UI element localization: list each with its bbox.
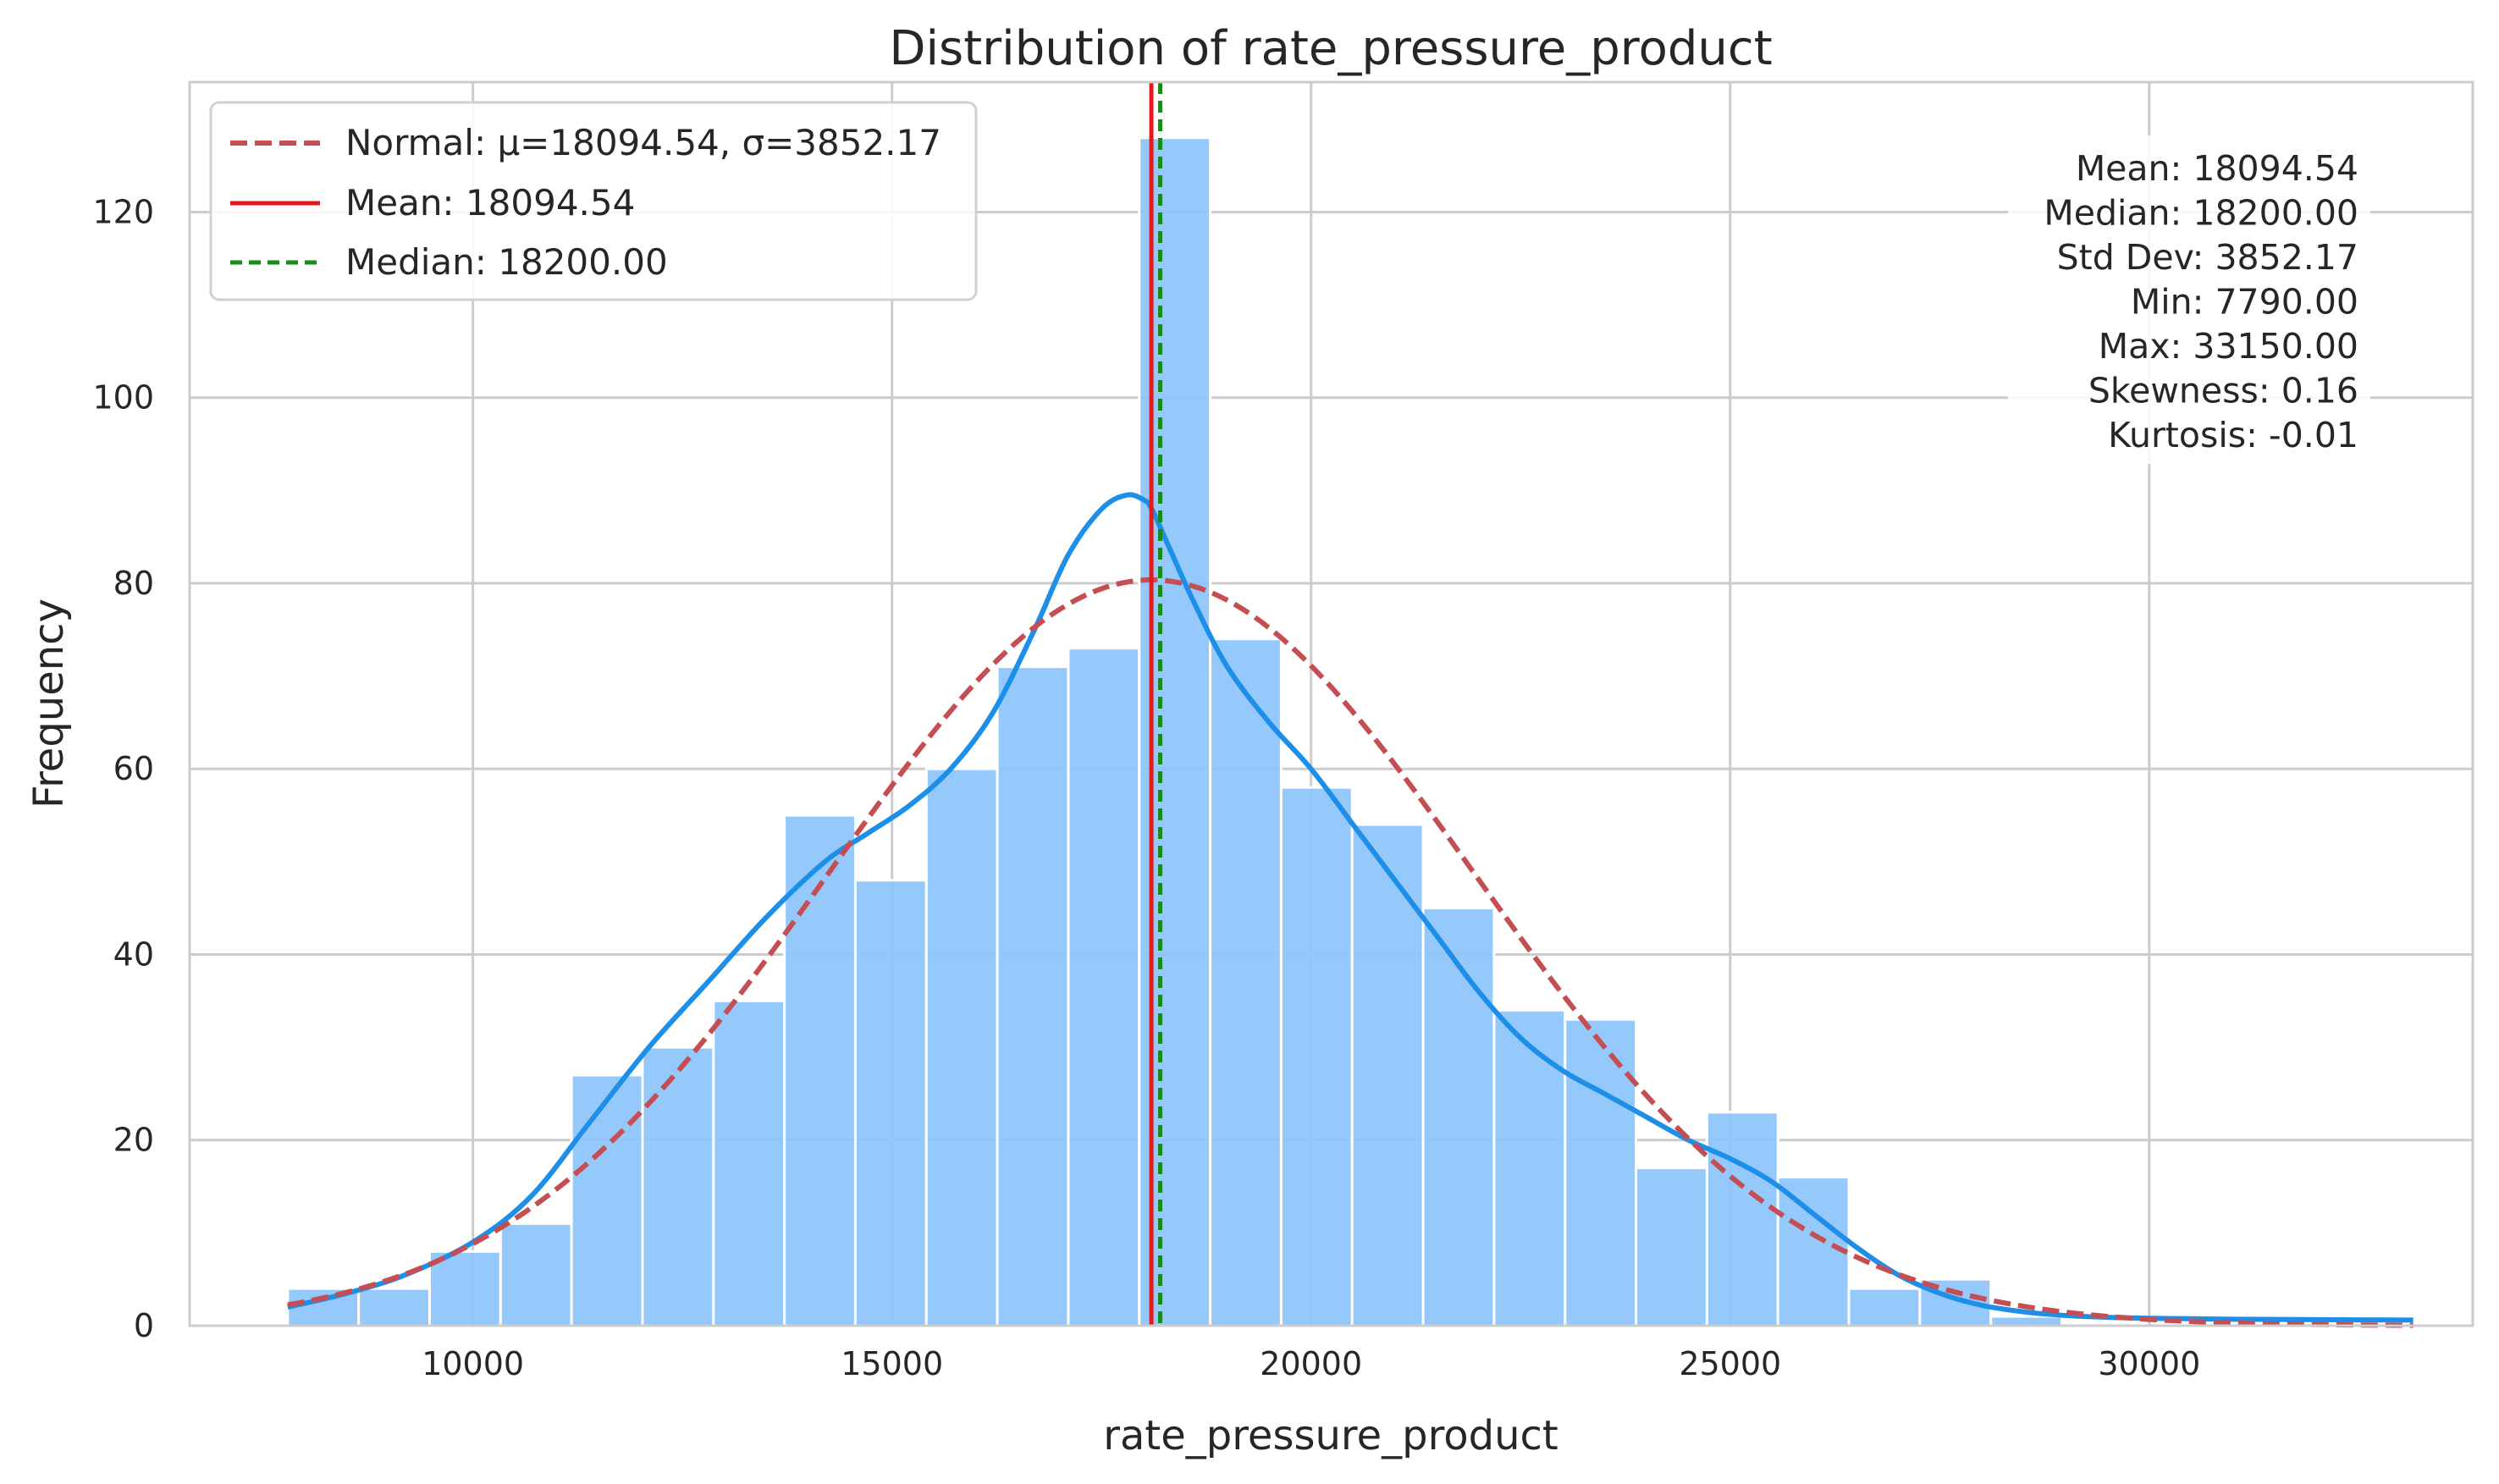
tick-labels: 10000 15000 20000 25000 30000 0 20 40 60 80 100 120	[92, 193, 2200, 1382]
histogram-bar-17	[1492, 1008, 1567, 1327]
stats-line-4: Max: 33150.00	[2099, 326, 2358, 367]
stats-line-3: Min: 7790.00	[2131, 282, 2358, 323]
legend-box	[209, 101, 978, 301]
kde-curve	[287, 492, 2413, 1323]
curve-layer	[287, 82, 2413, 1328]
stats-line-5: Skewness: 0.16	[2088, 371, 2358, 411]
histogram-bar-24	[1989, 1315, 2064, 1327]
histogram-bar-13	[1209, 637, 1283, 1327]
legend: Normal: μ=18094.54, σ=3852.17 Mean: 1809…	[209, 101, 978, 301]
stats-line-0: Mean: 18094.54	[2076, 148, 2358, 189]
y-tick-label-4: 80	[113, 565, 154, 602]
normal-fit-curve	[287, 577, 2413, 1328]
legend-normal-label: Normal: μ=18094.54, σ=3852.17	[345, 122, 941, 163]
histogram-bar-2	[428, 1250, 502, 1327]
histogram-bar-8	[853, 879, 928, 1327]
y-tick-label-3: 60	[113, 750, 154, 787]
plot-frame	[188, 80, 2474, 1327]
x-tick-label-2: 20000	[1260, 1345, 1362, 1382]
histogram-bar-1	[357, 1287, 431, 1327]
histogram-bars	[286, 136, 2064, 1327]
histogram-bar-10	[996, 665, 1070, 1327]
x-tick-label-0: 10000	[422, 1345, 524, 1382]
x-tick-label-3: 25000	[1679, 1345, 1781, 1382]
x-axis-label: rate_pressure_product	[1103, 1412, 1558, 1459]
histogram-bar-14	[1279, 786, 1354, 1327]
y-tick-label-0: 0	[134, 1307, 154, 1344]
y-tick-label-1: 20	[113, 1122, 154, 1159]
x-tick-label-4: 30000	[2098, 1345, 2200, 1382]
histogram-bar-22	[1847, 1287, 1922, 1327]
histogram-bar-18	[1564, 1018, 1638, 1327]
chart-title: Distribution of rate_pressure_product	[889, 21, 1772, 76]
x-tick-label-1: 15000	[841, 1345, 943, 1382]
histogram-bar-6	[712, 999, 786, 1327]
histogram-bar-11	[1067, 647, 1141, 1327]
y-tick-label-6: 120	[92, 193, 154, 230]
y-tick-label-2: 40	[113, 935, 154, 973]
histogram-bar-3	[499, 1222, 573, 1327]
stats-line-2: Std Dev: 3852.17	[2057, 237, 2358, 278]
histogram-bar-19	[1635, 1167, 1708, 1327]
y-axis-label: Frequency	[25, 599, 73, 808]
stats-box-background	[2008, 135, 2370, 464]
stats-line-6: Kurtosis: -0.01	[2108, 415, 2358, 455]
histogram-bar-21	[1776, 1176, 1851, 1327]
histogram-bar-4	[570, 1073, 644, 1327]
histogram-bar-0	[286, 1287, 361, 1327]
histogram-bar-7	[783, 814, 857, 1327]
histogram-bar-20	[1705, 1111, 1779, 1327]
stats-line-1: Median: 18200.00	[2044, 193, 2358, 234]
histogram-bar-5	[641, 1045, 715, 1327]
y-tick-label-5: 100	[92, 379, 154, 417]
histogram-bar-9	[924, 767, 999, 1327]
legend-mean-label: Mean: 18094.54	[345, 182, 635, 223]
histogram-bar-16	[1421, 907, 1496, 1327]
legend-median-label: Median: 18200.00	[345, 241, 668, 283]
